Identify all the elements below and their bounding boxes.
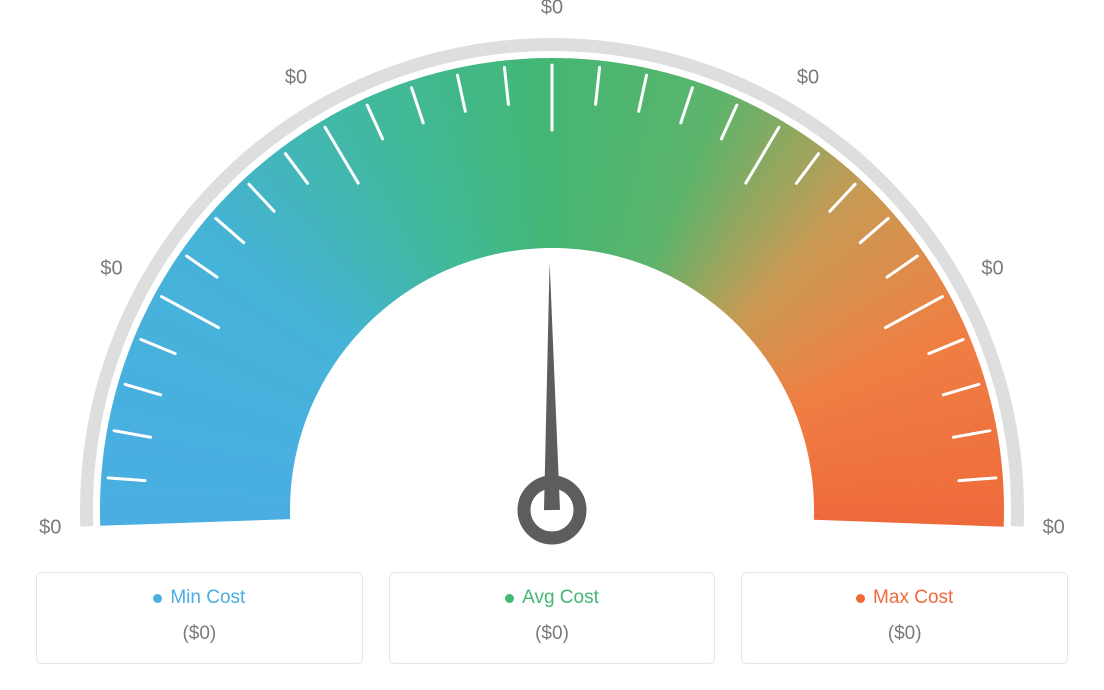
legend-dot-max xyxy=(856,594,865,603)
gauge-tick-label: $0 xyxy=(541,0,563,20)
legend-label-avg: Avg Cost xyxy=(522,587,599,609)
gauge-chart: $0 $0 $0 $0 $0 $0 $0 xyxy=(0,0,1104,560)
legend-title-max: Max Cost xyxy=(856,587,953,609)
legend-card-min: Min Cost ($0) xyxy=(36,572,363,664)
gauge-tick-label: $0 xyxy=(100,258,122,281)
legend-value-max: ($0) xyxy=(752,623,1057,645)
legend-title-avg: Avg Cost xyxy=(505,587,599,609)
gauge-tick-label: $0 xyxy=(981,258,1003,281)
legend-row: Min Cost ($0) Avg Cost ($0) Max Cost ($0… xyxy=(0,560,1104,664)
legend-label-max: Max Cost xyxy=(873,587,953,609)
legend-value-avg: ($0) xyxy=(400,623,705,645)
legend-label-min: Min Cost xyxy=(170,587,245,609)
legend-card-max: Max Cost ($0) xyxy=(741,572,1068,664)
gauge-tick-label: $0 xyxy=(39,516,61,539)
legend-dot-avg xyxy=(505,594,514,603)
legend-value-min: ($0) xyxy=(47,623,352,645)
legend-dot-min xyxy=(153,594,162,603)
gauge-tick-label: $0 xyxy=(285,67,307,90)
gauge-tick-label: $0 xyxy=(797,67,819,90)
legend-card-avg: Avg Cost ($0) xyxy=(389,572,716,664)
legend-title-min: Min Cost xyxy=(153,587,245,609)
gauge-tick-label: $0 xyxy=(1043,516,1065,539)
gauge-svg xyxy=(0,0,1104,560)
